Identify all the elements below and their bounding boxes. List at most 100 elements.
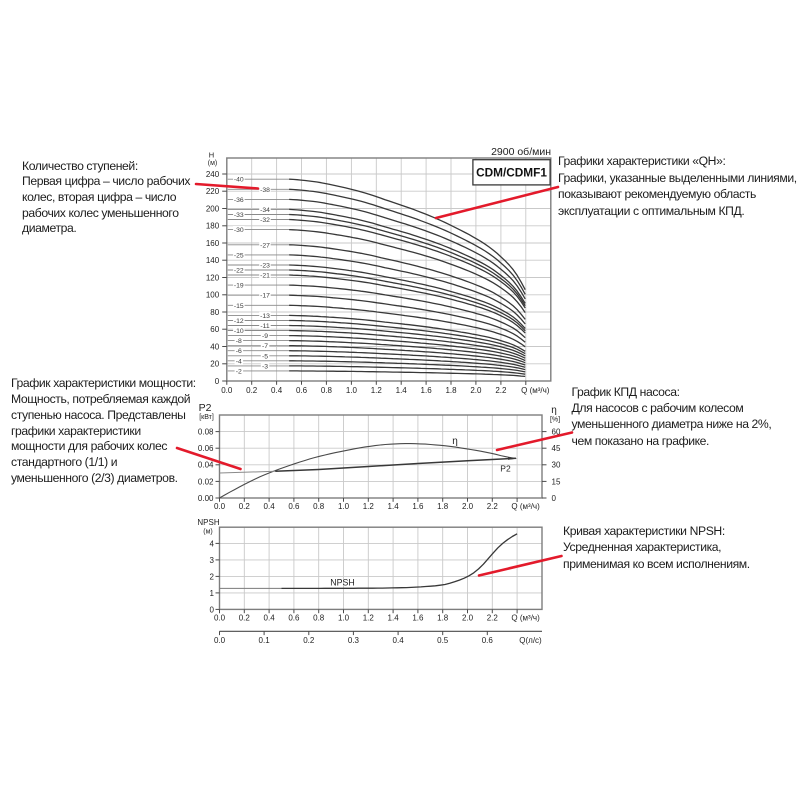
svg-text:2.2: 2.2 [487,613,499,622]
svg-text:0.4: 0.4 [264,613,276,622]
svg-text:1.4: 1.4 [388,613,400,622]
svg-text:0.8: 0.8 [321,386,333,395]
svg-text:2900 об/мин: 2900 об/мин [491,146,551,158]
svg-text:0: 0 [215,377,220,386]
svg-text:20: 20 [210,360,219,369]
svg-text:40: 40 [210,342,219,351]
svg-text:200: 200 [206,204,220,213]
svg-text:0.6: 0.6 [482,636,494,645]
svg-text:0.6: 0.6 [288,502,300,511]
svg-text:-21: -21 [260,273,270,280]
svg-text:-8: -8 [236,338,242,345]
svg-text:2.0: 2.0 [470,386,482,395]
svg-text:Q (м³/ч): Q (м³/ч) [511,502,540,511]
svg-text:0.0: 0.0 [214,613,226,622]
svg-text:1.6: 1.6 [421,386,433,395]
svg-text:-33: -33 [234,212,244,219]
svg-text:0.02: 0.02 [198,477,214,486]
svg-text:1.4: 1.4 [388,502,400,511]
svg-text:-40: -40 [234,177,244,184]
svg-text:1.8: 1.8 [445,386,457,395]
svg-text:[кВт]: [кВт] [199,414,214,421]
svg-text:-9: -9 [262,333,268,340]
svg-text:-36: -36 [234,197,244,204]
svg-text:η: η [452,436,458,447]
svg-text:60: 60 [210,325,219,334]
svg-text:NPSH: NPSH [330,578,354,588]
svg-text:CDM/CDMF1: CDM/CDMF1 [476,166,547,180]
svg-text:0.5: 0.5 [437,636,449,645]
svg-text:0.8: 0.8 [313,502,325,511]
svg-text:0.00: 0.00 [198,494,214,503]
svg-text:NPSH: NPSH [197,518,219,527]
svg-text:1.6: 1.6 [412,613,424,622]
svg-text:0.6: 0.6 [296,386,308,395]
svg-text:-11: -11 [260,323,270,330]
svg-text:H: H [209,151,214,160]
svg-text:80: 80 [210,308,219,317]
svg-text:-38: -38 [260,187,270,194]
svg-text:η: η [551,405,557,416]
svg-text:-22: -22 [234,268,244,275]
svg-text:0: 0 [210,605,215,614]
svg-text:15: 15 [552,477,561,486]
svg-text:1: 1 [210,589,215,598]
svg-text:140: 140 [206,256,220,265]
svg-text:160: 160 [206,239,220,248]
svg-text:0.4: 0.4 [271,386,283,395]
svg-text:0.0: 0.0 [221,386,233,395]
svg-text:0.6: 0.6 [288,613,300,622]
svg-text:[%]: [%] [550,416,560,423]
svg-text:1.0: 1.0 [346,386,358,395]
svg-text:-34: -34 [260,207,270,214]
svg-text:0.2: 0.2 [303,636,315,645]
svg-text:2.2: 2.2 [495,386,507,395]
svg-text:2: 2 [210,572,215,581]
svg-text:4: 4 [210,539,215,548]
svg-text:2.0: 2.0 [462,613,474,622]
svg-text:-13: -13 [260,313,270,320]
svg-text:P2: P2 [199,402,212,414]
svg-text:0.08: 0.08 [198,428,214,437]
svg-text:0.0: 0.0 [214,636,226,645]
svg-text:Q (м³/ч): Q (м³/ч) [511,613,540,622]
svg-text:1.0: 1.0 [338,613,350,622]
svg-text:-17: -17 [260,293,270,300]
svg-text:0.0: 0.0 [214,502,226,511]
svg-text:(м): (м) [203,528,212,535]
svg-text:-15: -15 [234,303,244,310]
svg-text:0.8: 0.8 [313,613,325,622]
svg-text:120: 120 [206,273,220,282]
svg-text:P2: P2 [500,464,511,474]
svg-text:2.2: 2.2 [487,502,499,511]
svg-text:-27: -27 [260,242,270,249]
svg-text:-10: -10 [234,328,244,335]
svg-text:0.06: 0.06 [198,444,214,453]
svg-text:45: 45 [552,444,561,453]
svg-text:0: 0 [552,494,557,503]
svg-text:0.4: 0.4 [264,502,276,511]
svg-text:1.2: 1.2 [371,386,383,395]
svg-text:100: 100 [206,291,220,300]
svg-text:1.8: 1.8 [437,502,449,511]
svg-text:0.2: 0.2 [246,386,258,395]
svg-text:1.4: 1.4 [396,386,408,395]
svg-text:-12: -12 [234,318,244,325]
svg-text:-2: -2 [236,368,242,375]
svg-text:Q(л/с): Q(л/с) [519,636,542,645]
svg-text:-4: -4 [236,358,242,365]
svg-text:0.3: 0.3 [348,636,360,645]
svg-text:-6: -6 [236,348,242,355]
svg-text:220: 220 [206,187,220,196]
svg-text:3: 3 [210,556,215,565]
svg-text:240: 240 [206,170,220,179]
svg-text:-19: -19 [234,283,244,290]
svg-text:2.0: 2.0 [462,502,474,511]
svg-text:1.6: 1.6 [412,502,424,511]
svg-text:180: 180 [206,222,220,231]
svg-text:0.04: 0.04 [198,461,214,470]
svg-text:0.1: 0.1 [259,636,271,645]
svg-text:1.2: 1.2 [363,502,375,511]
svg-text:(м): (м) [208,160,217,167]
svg-text:Q (м³/ч): Q (м³/ч) [521,386,550,395]
